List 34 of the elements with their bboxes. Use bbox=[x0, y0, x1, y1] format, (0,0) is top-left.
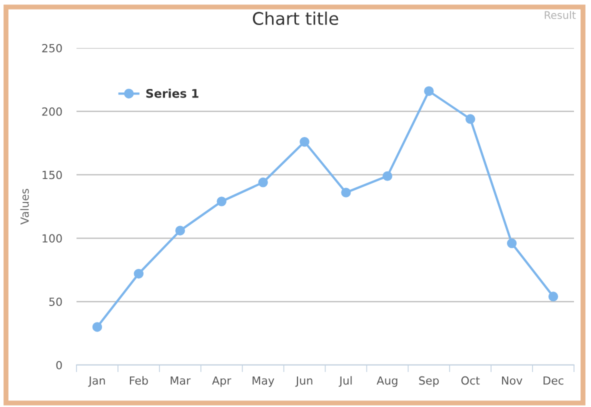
y-tick-label: 250 bbox=[42, 44, 62, 52]
x-tick-label: Jul bbox=[338, 376, 352, 387]
x-tick-label: Jan bbox=[88, 376, 105, 387]
x-tick-label: May bbox=[252, 376, 274, 387]
y-tick-label: 100 bbox=[42, 234, 62, 243]
point bbox=[175, 226, 186, 236]
chart-title: Chart title bbox=[252, 12, 338, 26]
point bbox=[506, 238, 517, 248]
y-tick-label: 50 bbox=[49, 298, 62, 306]
y-tick-label: 200 bbox=[42, 107, 62, 116]
point bbox=[424, 86, 434, 96]
point bbox=[134, 268, 144, 279]
point bbox=[300, 136, 310, 147]
y-tick-label: 0 bbox=[56, 360, 62, 370]
x-tick-label: Feb bbox=[130, 376, 148, 385]
legend-label: Series 1 bbox=[146, 88, 198, 98]
x-tick-label: Dec bbox=[544, 376, 564, 385]
x-tick-label: Apr bbox=[212, 376, 232, 387]
point bbox=[382, 171, 392, 181]
x-tick-label: Mar bbox=[170, 376, 191, 385]
point bbox=[341, 188, 351, 198]
x-tick-label: Aug bbox=[376, 376, 398, 387]
point bbox=[548, 292, 558, 302]
point bbox=[216, 196, 226, 206]
point bbox=[258, 178, 268, 188]
y-tick-label: 150 bbox=[42, 170, 62, 180]
point bbox=[465, 114, 476, 124]
x-tick-label: Oct bbox=[461, 376, 480, 385]
x-tick-label: Sep bbox=[419, 376, 439, 387]
y-axis-title: Values bbox=[20, 188, 29, 225]
text: Result bbox=[544, 10, 576, 20]
x-tick-label: Jun bbox=[295, 376, 312, 387]
point bbox=[92, 322, 102, 332]
x-tick-label: Nov bbox=[502, 376, 522, 385]
